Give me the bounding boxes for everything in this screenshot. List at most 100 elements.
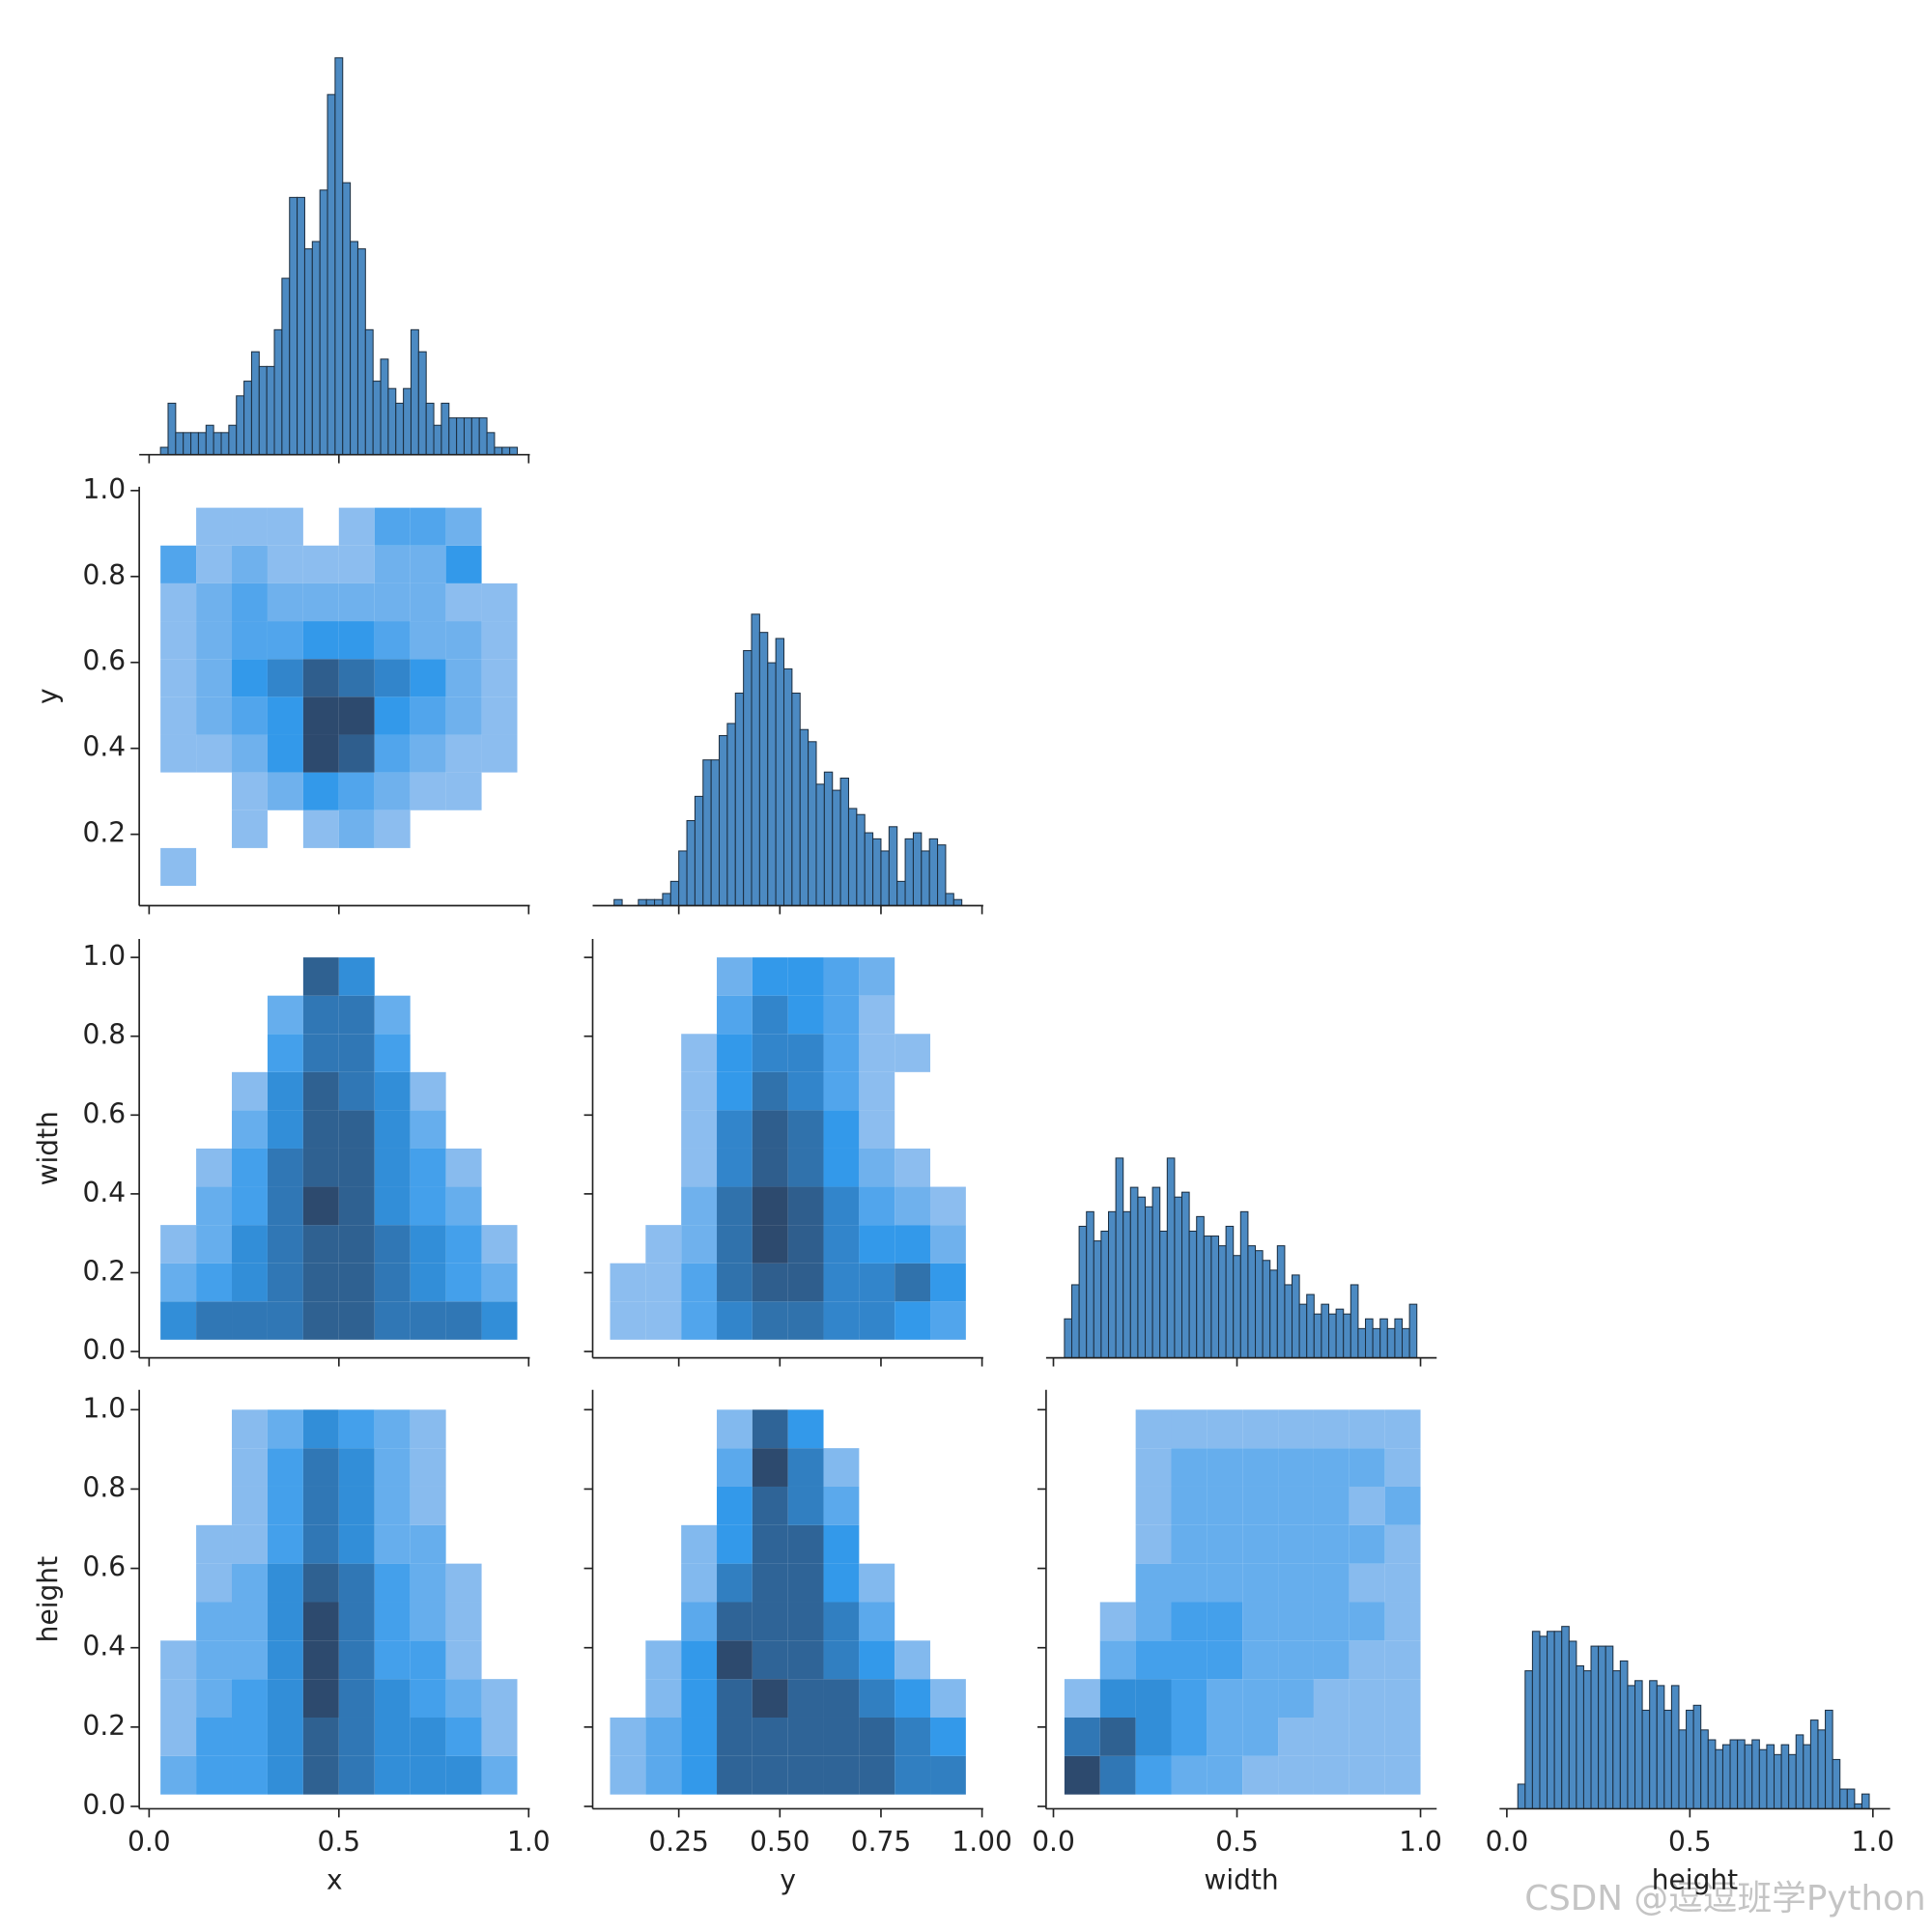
- bar: [613, 898, 623, 907]
- cell: [1135, 1524, 1172, 1564]
- bar: [686, 819, 696, 907]
- cell: [445, 1225, 482, 1264]
- cell: [930, 1225, 966, 1264]
- cell: [160, 1301, 197, 1340]
- cell: [1278, 1486, 1314, 1525]
- cell: [374, 1679, 411, 1718]
- cell: [1278, 1563, 1314, 1603]
- bar: [928, 838, 939, 907]
- cell: [160, 1225, 197, 1264]
- cell: [196, 1717, 233, 1756]
- cell: [895, 1717, 931, 1756]
- bar: [880, 850, 890, 907]
- bar: [1582, 1670, 1592, 1809]
- cell: [445, 1186, 482, 1226]
- cell: [232, 621, 268, 660]
- cell: [1171, 1602, 1208, 1641]
- cell: [787, 1679, 824, 1718]
- bar: [1758, 1748, 1768, 1809]
- bar: [1298, 1303, 1308, 1359]
- cell: [1384, 1486, 1421, 1525]
- bar: [250, 351, 260, 456]
- cell: [410, 1717, 446, 1756]
- cell: [160, 696, 197, 735]
- cell: [267, 1717, 303, 1756]
- cell: [338, 1755, 375, 1795]
- cell: [267, 1186, 303, 1226]
- cell: [1278, 1602, 1314, 1641]
- cell: [645, 1225, 682, 1264]
- bar: [1284, 1284, 1293, 1359]
- cell: [1278, 1679, 1314, 1718]
- cell: [302, 1755, 339, 1795]
- cell: [232, 1301, 268, 1340]
- cell: [302, 621, 339, 660]
- cell: [752, 1486, 788, 1525]
- cell: [1135, 1602, 1172, 1641]
- x-tick-label: 0.25: [648, 1826, 708, 1858]
- cell: [1384, 1524, 1421, 1564]
- y-tick-label: 0.8: [82, 1019, 126, 1051]
- cell: [645, 1640, 682, 1680]
- cell: [1313, 1640, 1350, 1680]
- cell: [1313, 1602, 1350, 1641]
- bar: [921, 850, 930, 907]
- cell: [1242, 1563, 1279, 1603]
- cell: [1242, 1640, 1279, 1680]
- cell: [1384, 1679, 1421, 1718]
- cell: [410, 1071, 446, 1111]
- cell: [1278, 1755, 1314, 1795]
- cell: [1099, 1640, 1136, 1680]
- cell: [232, 1717, 268, 1756]
- cell: [338, 659, 375, 697]
- cell: [232, 1186, 268, 1226]
- cell: [681, 1679, 718, 1718]
- bar: [258, 365, 268, 456]
- cell: [787, 1602, 824, 1641]
- bar: [167, 402, 177, 456]
- cell: [338, 1263, 375, 1302]
- cell: [717, 1301, 753, 1340]
- cell: [302, 1448, 339, 1487]
- y-tick-label: 1.0: [82, 473, 126, 505]
- cell: [267, 734, 303, 773]
- cell: [717, 957, 753, 996]
- bar: [1357, 1327, 1367, 1359]
- cell: [1135, 1563, 1172, 1603]
- cell: [374, 995, 411, 1035]
- cell: [681, 1034, 718, 1072]
- bar: [702, 759, 712, 907]
- bar: [1663, 1709, 1672, 1809]
- x-tick-label: 1.00: [952, 1826, 1011, 1858]
- bar: [1262, 1260, 1271, 1359]
- cell: [1349, 1486, 1385, 1525]
- bar: [1737, 1739, 1746, 1809]
- cell: [302, 995, 339, 1035]
- cell: [232, 545, 268, 583]
- cell: [196, 1148, 233, 1187]
- cell: [752, 1301, 788, 1340]
- bar: [1686, 1709, 1694, 1809]
- bar: [896, 880, 906, 907]
- cell: [1064, 1755, 1100, 1795]
- cell: [481, 1679, 518, 1718]
- cell: [196, 1563, 233, 1603]
- cell: [1242, 1409, 1279, 1449]
- cell: [717, 1034, 753, 1072]
- cell: [1349, 1679, 1385, 1718]
- bar: [1707, 1739, 1717, 1809]
- bar: [1129, 1186, 1139, 1359]
- bar: [456, 417, 466, 456]
- cell: [374, 810, 411, 848]
- cell: [338, 1034, 375, 1072]
- cell: [232, 1148, 268, 1187]
- bar: [782, 668, 793, 907]
- cell: [338, 995, 375, 1035]
- y-tick-label: 1.0: [82, 940, 126, 972]
- cell: [302, 810, 339, 848]
- bar: [1524, 1670, 1533, 1809]
- cell: [859, 1755, 895, 1795]
- cell: [410, 1186, 446, 1226]
- cell: [895, 1640, 931, 1680]
- bar: [486, 432, 496, 456]
